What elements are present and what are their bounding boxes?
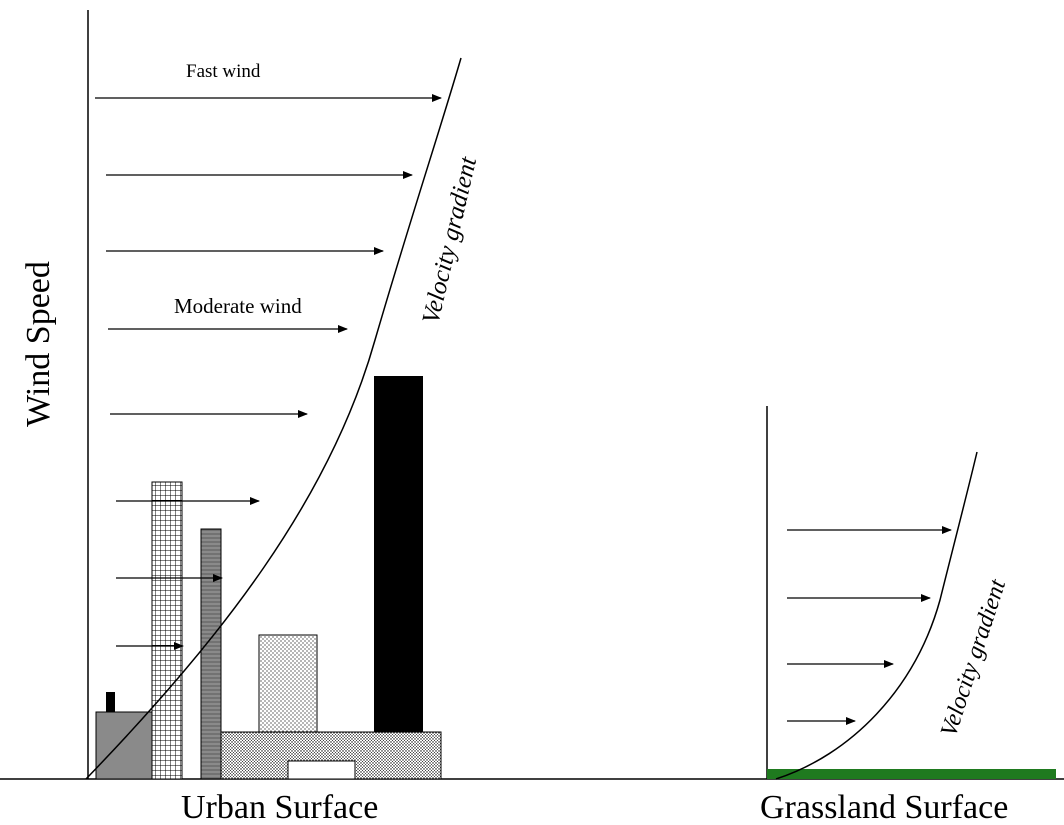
- grass-wind-arrows: [787, 526, 952, 725]
- urban-wind-arrows: [95, 94, 442, 650]
- small-gray-building: [95, 711, 163, 780]
- grass-strip: [767, 769, 1056, 779]
- gray-narrow-tower: [200, 528, 222, 780]
- grassland-surface-label: Grassland Surface: [760, 789, 1008, 825]
- moderate-wind-label: Moderate wind: [174, 294, 302, 318]
- white-door: [287, 760, 356, 780]
- urban-velocity-gradient-label: Velocity gradient: [418, 154, 483, 327]
- grass-velocity-curve: [775, 451, 978, 780]
- grass-velocity-gradient-label: Velocity gradient: [936, 575, 1012, 740]
- tall-black-tower: [374, 376, 423, 732]
- urban-velocity-curve: [85, 57, 462, 780]
- wind-speed-axis-label: Wind Speed: [20, 261, 57, 427]
- checkered-tower: [151, 481, 183, 780]
- dotted-mid-building: [258, 634, 318, 733]
- fast-wind-label: Fast wind: [186, 61, 261, 82]
- chimney: [106, 692, 115, 712]
- urban-surface-label: Urban Surface: [181, 789, 378, 825]
